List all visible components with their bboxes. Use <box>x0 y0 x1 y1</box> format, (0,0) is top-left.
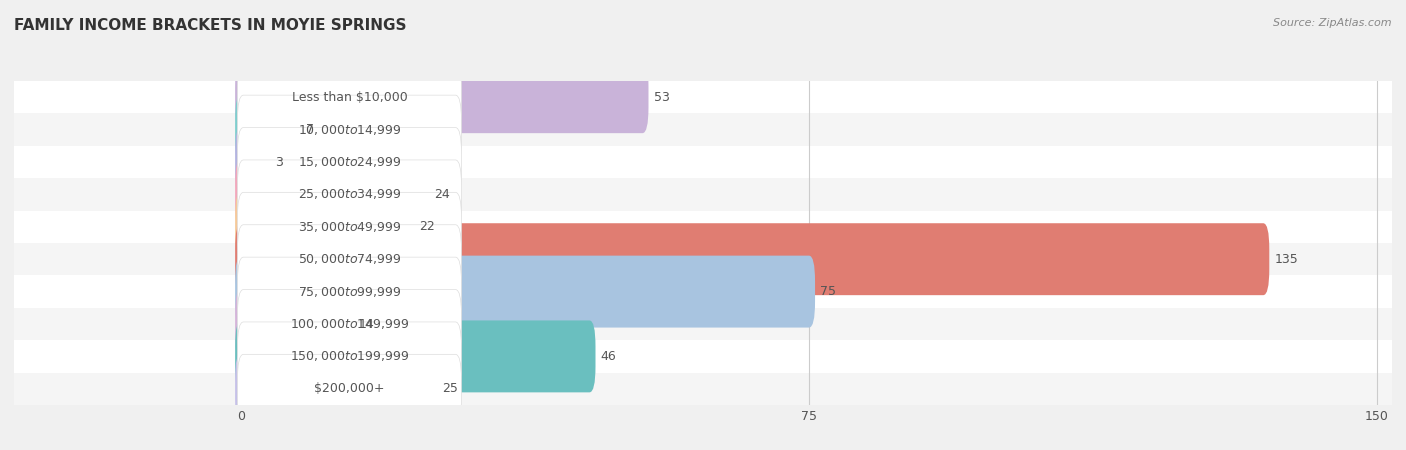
Text: 22: 22 <box>419 220 434 233</box>
Text: FAMILY INCOME BRACKETS IN MOYIE SPRINGS: FAMILY INCOME BRACKETS IN MOYIE SPRINGS <box>14 18 406 33</box>
Text: 46: 46 <box>600 350 617 363</box>
FancyBboxPatch shape <box>238 95 461 164</box>
FancyBboxPatch shape <box>14 243 1392 275</box>
FancyBboxPatch shape <box>14 178 1392 211</box>
FancyBboxPatch shape <box>235 288 353 360</box>
Text: 135: 135 <box>1275 253 1298 266</box>
Text: 53: 53 <box>654 91 669 104</box>
Text: $50,000 to $74,999: $50,000 to $74,999 <box>298 252 401 266</box>
FancyBboxPatch shape <box>14 308 1392 340</box>
Text: $10,000 to $14,999: $10,000 to $14,999 <box>298 122 401 137</box>
FancyBboxPatch shape <box>14 146 1392 178</box>
Text: $75,000 to $99,999: $75,000 to $99,999 <box>298 284 401 299</box>
FancyBboxPatch shape <box>235 320 596 392</box>
Text: $25,000 to $34,999: $25,000 to $34,999 <box>298 187 401 202</box>
FancyBboxPatch shape <box>238 322 461 391</box>
FancyBboxPatch shape <box>14 81 1392 113</box>
Text: Less than $10,000: Less than $10,000 <box>291 91 408 104</box>
FancyBboxPatch shape <box>14 211 1392 243</box>
FancyBboxPatch shape <box>235 353 436 425</box>
Text: $15,000 to $24,999: $15,000 to $24,999 <box>298 155 401 169</box>
FancyBboxPatch shape <box>238 160 461 229</box>
FancyBboxPatch shape <box>238 225 461 294</box>
Text: 7: 7 <box>305 123 314 136</box>
FancyBboxPatch shape <box>238 354 461 423</box>
Text: 25: 25 <box>441 382 458 395</box>
FancyBboxPatch shape <box>235 126 270 198</box>
FancyBboxPatch shape <box>235 94 301 166</box>
FancyBboxPatch shape <box>238 192 461 261</box>
FancyBboxPatch shape <box>14 373 1392 405</box>
Text: $35,000 to $49,999: $35,000 to $49,999 <box>298 220 401 234</box>
FancyBboxPatch shape <box>235 61 648 133</box>
FancyBboxPatch shape <box>235 191 413 263</box>
FancyBboxPatch shape <box>235 256 815 328</box>
FancyBboxPatch shape <box>235 223 1270 295</box>
Text: $200,000+: $200,000+ <box>314 382 385 395</box>
FancyBboxPatch shape <box>235 158 429 230</box>
Text: 14: 14 <box>359 318 374 330</box>
FancyBboxPatch shape <box>238 127 461 197</box>
Text: 75: 75 <box>820 285 837 298</box>
FancyBboxPatch shape <box>14 340 1392 373</box>
Text: Source: ZipAtlas.com: Source: ZipAtlas.com <box>1274 18 1392 28</box>
FancyBboxPatch shape <box>14 275 1392 308</box>
Text: 3: 3 <box>276 156 283 168</box>
FancyBboxPatch shape <box>238 257 461 326</box>
FancyBboxPatch shape <box>238 289 461 359</box>
FancyBboxPatch shape <box>14 113 1392 146</box>
Text: 24: 24 <box>434 188 450 201</box>
FancyBboxPatch shape <box>238 63 461 132</box>
Text: $150,000 to $199,999: $150,000 to $199,999 <box>290 349 409 364</box>
Text: $100,000 to $149,999: $100,000 to $149,999 <box>290 317 409 331</box>
